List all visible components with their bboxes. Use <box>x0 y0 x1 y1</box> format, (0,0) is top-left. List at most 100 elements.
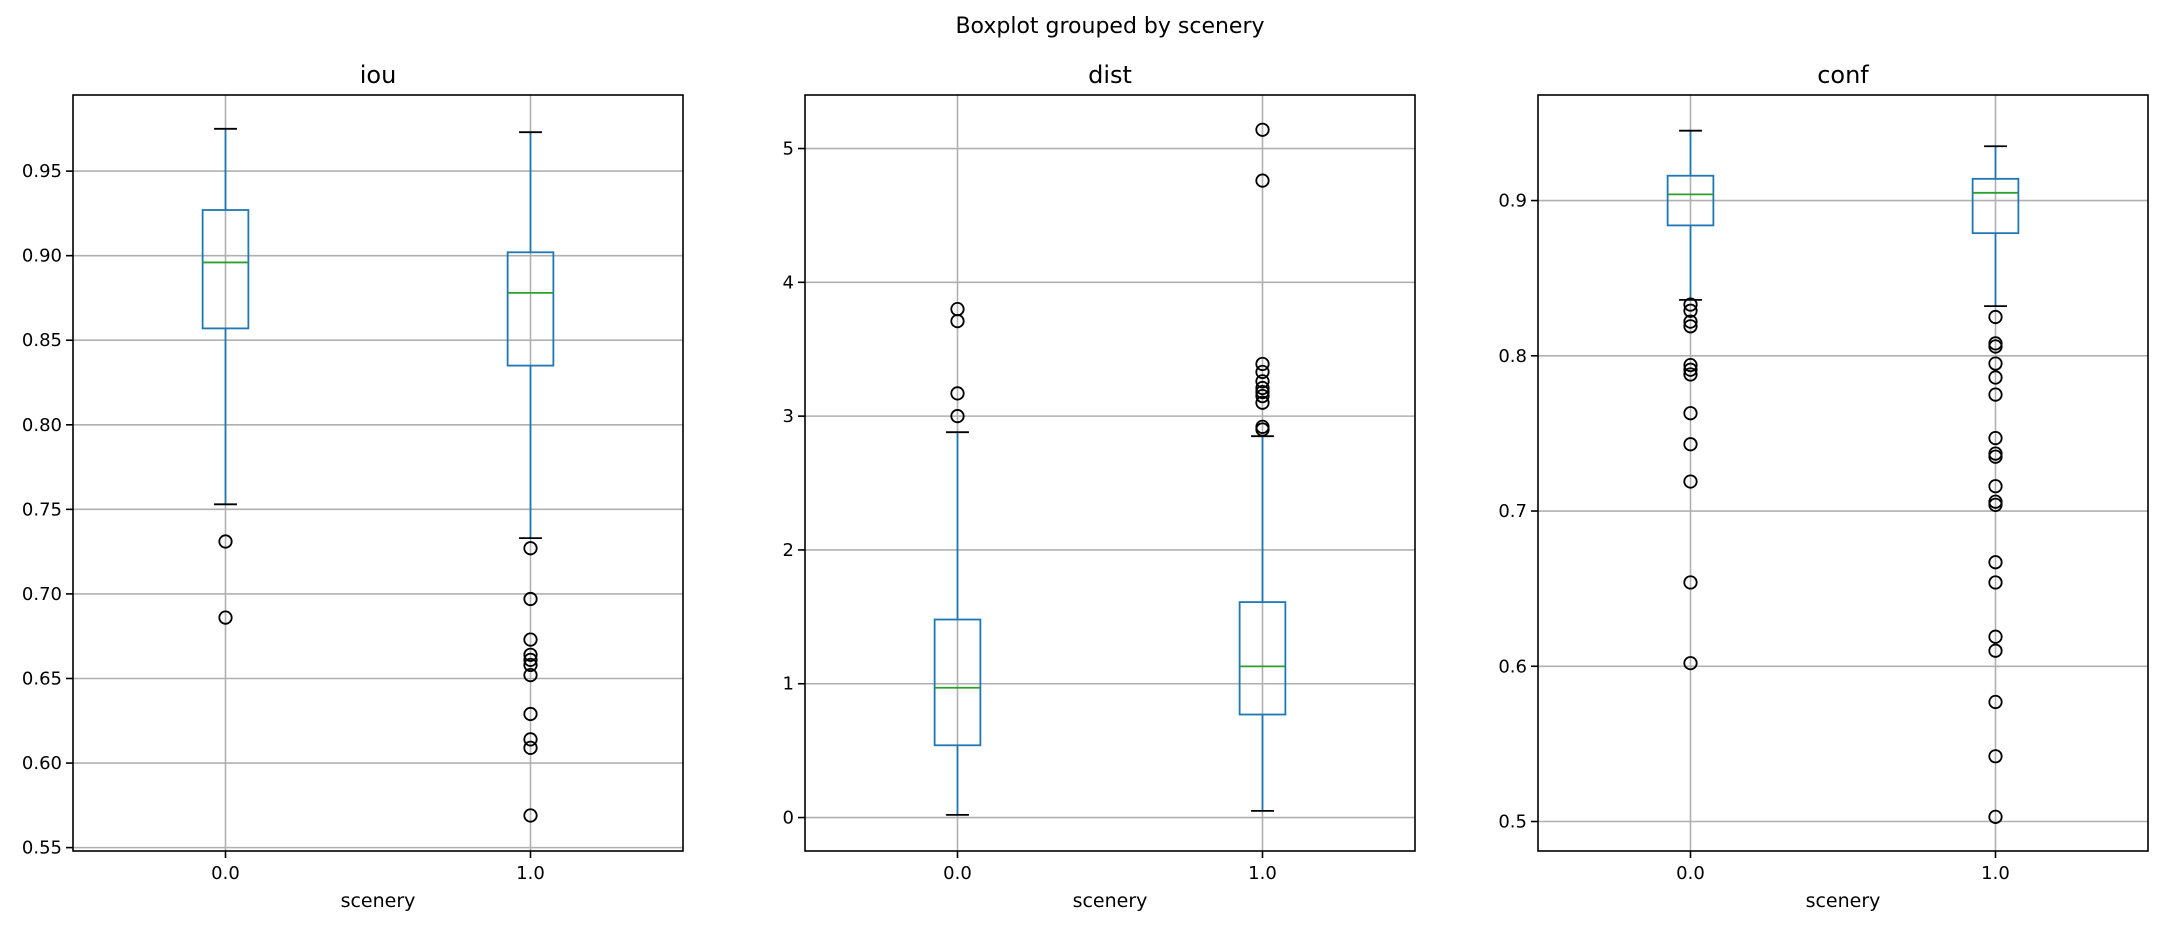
y-tick-label: 0 <box>783 808 794 829</box>
x-axis-label: scenery <box>341 890 416 912</box>
box-1.0 <box>1238 122 1287 812</box>
iqr-box <box>201 209 250 330</box>
iqr-box <box>1666 174 1715 227</box>
outlier-point <box>523 632 538 647</box>
outlier-point <box>1988 339 2003 354</box>
outlier-point <box>1988 356 2003 371</box>
axes-frame <box>72 94 684 852</box>
outlier-point <box>1683 575 1698 590</box>
iqr-box <box>506 251 555 367</box>
y-tick-label: 0.75 <box>22 499 62 520</box>
outlier-point <box>1683 437 1698 452</box>
outlier-point <box>1988 694 2003 710</box>
outlier-point <box>523 740 538 755</box>
outlier-point <box>523 652 538 667</box>
y-tick-label: 0.95 <box>22 161 62 182</box>
panel-conf: 0.5 0.6 0.7 0.8 0.9 0.0 1.0 conf scenery <box>1498 61 2149 912</box>
outlier-point <box>1988 809 2003 824</box>
outlier-point <box>1255 380 1270 396</box>
outlier-point <box>1255 384 1270 400</box>
outlier-point <box>523 657 538 673</box>
x-tick-label: 1.0 <box>516 863 545 884</box>
y-tick-label: 0.90 <box>22 246 62 267</box>
x-tick-label: 1.0 <box>1981 863 2010 884</box>
outlier-point <box>1255 173 1270 188</box>
box-0.0 <box>1666 129 1715 671</box>
outlier-point <box>1988 575 2003 590</box>
y-tick-label: 0.6 <box>1498 656 1527 677</box>
y-tick-label: 0.70 <box>22 584 62 605</box>
outlier-point <box>1683 362 1698 377</box>
outlier-point <box>523 647 538 662</box>
y-tick-label: 0.65 <box>22 668 62 689</box>
axes-frame <box>1537 94 2149 852</box>
x-axis-label: scenery <box>1806 890 1881 912</box>
axes-frame <box>804 94 1416 852</box>
outlier-point <box>1255 122 1270 137</box>
outlier-point <box>1255 374 1270 389</box>
outlier-point <box>1988 643 2003 658</box>
outlier-point <box>1255 356 1270 372</box>
outlier-point <box>1988 497 2003 512</box>
outlier-point <box>950 314 965 329</box>
y-tick-label: 0.85 <box>22 330 62 351</box>
outlier-point <box>218 534 233 549</box>
outlier-point <box>523 732 538 747</box>
outlier-point <box>1988 449 2003 464</box>
outlier-point <box>1255 388 1270 404</box>
y-tick-label: 0.7 <box>1498 501 1527 522</box>
panel-title: iou <box>360 61 397 89</box>
iqr-box <box>933 618 982 747</box>
outlier-point <box>1988 555 2003 570</box>
x-axis-label: scenery <box>1073 890 1148 912</box>
outlier-point <box>1988 479 2003 494</box>
outlier-point <box>1683 319 1698 334</box>
panel-title: conf <box>1817 61 1869 89</box>
outlier-point <box>1988 629 2003 644</box>
iqr-box <box>1238 601 1287 716</box>
outlier-point <box>1683 297 1698 312</box>
outlier-point <box>523 808 538 823</box>
outlier-point <box>1683 474 1698 489</box>
outlier-point <box>218 610 233 625</box>
x-tick-label: 0.0 <box>943 863 972 884</box>
outlier-point <box>1988 370 2003 385</box>
panel-title: dist <box>1088 61 1132 89</box>
y-tick-label: 3 <box>783 406 794 427</box>
outlier-point <box>1255 422 1270 437</box>
iqr-box <box>1971 177 2020 235</box>
outlier-point <box>950 386 965 401</box>
outlier-point <box>1255 395 1270 410</box>
y-tick-label: 1 <box>783 674 794 695</box>
outlier-point <box>1683 367 1698 382</box>
x-tick-label: 0.0 <box>1676 863 1705 884</box>
outlier-point <box>1255 364 1270 380</box>
y-tick-label: 0.55 <box>22 838 62 859</box>
y-tick-label: 0.60 <box>22 753 62 774</box>
panel-iou: 0.55 0.60 0.65 0.70 0.75 0.80 0.85 0.90 0.95 0.0 1… <box>22 61 684 912</box>
outlier-point <box>950 409 965 424</box>
y-tick-label: 4 <box>783 272 794 293</box>
outlier-point <box>523 541 538 556</box>
y-tick-label: 0.8 <box>1498 346 1527 367</box>
x-tick-label: 1.0 <box>1248 863 1277 884</box>
outlier-point <box>1683 358 1698 373</box>
x-tick-label: 0.0 <box>211 863 240 884</box>
outlier-point <box>523 668 538 683</box>
figure-title: Boxplot grouped by scenery <box>955 14 1264 39</box>
box-0.0 <box>933 301 982 816</box>
outlier-point <box>1988 387 2003 402</box>
outlier-point <box>1683 303 1698 318</box>
y-tick-label: 2 <box>783 540 794 561</box>
y-tick-label: 5 <box>783 139 794 160</box>
outlier-point <box>1683 314 1698 329</box>
outlier-point <box>1988 430 2003 446</box>
box-1.0 <box>506 131 555 823</box>
y-tick-label: 0.5 <box>1498 812 1527 833</box>
box-0.0 <box>201 127 250 625</box>
outlier-point <box>1683 406 1698 421</box>
outlier-point <box>1988 749 2003 764</box>
outlier-point <box>523 591 538 607</box>
y-tick-label: 0.80 <box>22 415 62 436</box>
